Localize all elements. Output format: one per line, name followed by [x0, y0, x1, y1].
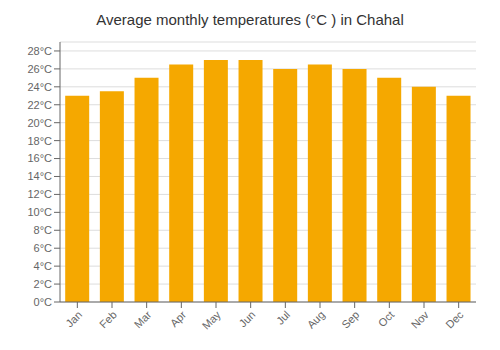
svg-text:6°C: 6°C	[34, 242, 53, 254]
html-text:Average monthly temperatures (: Average monthly temperatures (°C ) in Ch…	[96, 11, 404, 28]
svg-text:16°C: 16°C	[27, 152, 52, 164]
svg-text:2°C: 2°C	[34, 278, 53, 290]
svg-text:Apr: Apr	[168, 308, 189, 329]
svg-text:Nov: Nov	[409, 308, 432, 331]
svg-text:0°C: 0°C	[34, 296, 53, 308]
svg-text:Feb: Feb	[97, 308, 119, 330]
svg-text:8°C: 8°C	[34, 224, 53, 236]
svg-text:12°C: 12°C	[27, 188, 52, 200]
svg-text:Dec: Dec	[443, 308, 466, 331]
svg-text:18°C: 18°C	[27, 135, 52, 147]
svg-text:22°C: 22°C	[27, 99, 52, 111]
svg-text:20°C: 20°C	[27, 117, 52, 129]
svg-text:14°C: 14°C	[27, 170, 52, 182]
svg-text:24°C: 24°C	[27, 81, 52, 93]
svg-text:Aug: Aug	[305, 308, 327, 330]
svg-text:4°C: 4°C	[34, 260, 53, 272]
svg-text:10°C: 10°C	[27, 206, 52, 218]
svg-text:Sep: Sep	[339, 308, 361, 330]
svg-text:Jan: Jan	[63, 308, 84, 329]
svg-text:Jun: Jun	[237, 308, 258, 329]
svg-text:28°C: 28°C	[27, 45, 52, 57]
svg-text:Oct: Oct	[376, 308, 397, 329]
svg-text:Jul: Jul	[274, 308, 292, 326]
svg-text:May: May	[200, 308, 224, 332]
svg-text:26°C: 26°C	[27, 63, 52, 75]
svg-text:Mar: Mar	[132, 308, 154, 330]
